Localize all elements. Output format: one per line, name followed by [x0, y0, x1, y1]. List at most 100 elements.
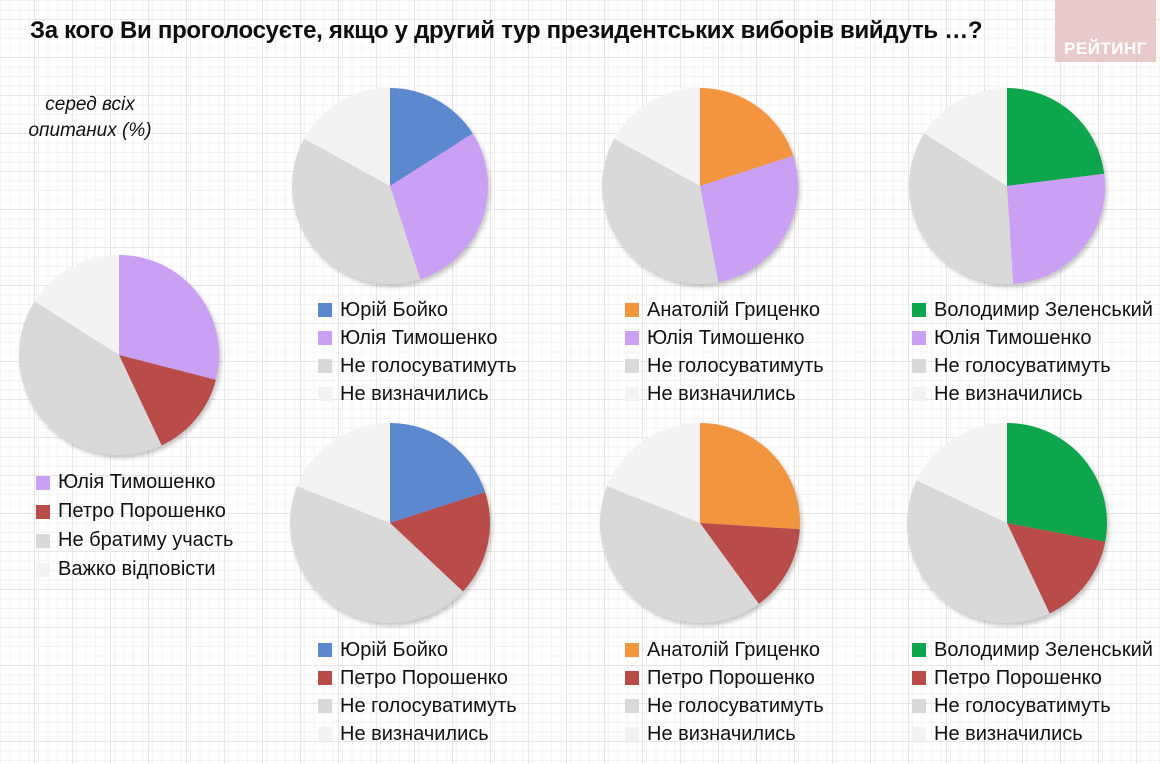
pie-slice	[700, 523, 800, 604]
legend-label: Не голосуватимуть	[934, 354, 1111, 377]
pie-slice	[34, 255, 119, 355]
legend-swatch-icon	[318, 671, 332, 685]
legend-swatch-icon	[36, 504, 50, 519]
pie-slice	[119, 355, 216, 446]
pie-chart-all-respondents	[19, 255, 220, 455]
legend-swatch-icon	[625, 727, 639, 741]
legend-item: Анатолій Гриценко	[625, 296, 824, 324]
legend-swatch-icon	[36, 475, 50, 490]
pie-slice	[907, 480, 1050, 623]
legend-label: Не голосуватимуть	[647, 694, 824, 717]
legend-item: Не визначились	[912, 380, 1153, 408]
legend-boyko-tymoshenko: Юрій Бойко Юлія Тимошенко Не голосуватимут…	[318, 296, 517, 408]
legend-grytsenko-tymoshenko: Анатолій Гриценко Юлія Тимошенко Не голосу…	[625, 296, 824, 408]
legend-item: Юлія Тимошенко	[36, 468, 233, 497]
rating-logo: РЕЙТИНГ	[1055, 0, 1156, 62]
legend-swatch-icon	[36, 562, 50, 577]
legend-swatch-icon	[36, 533, 50, 548]
pie-slice	[289, 486, 463, 624]
legend-label: Не визначились	[647, 382, 796, 405]
legend-swatch-icon	[912, 643, 926, 657]
legend-label: Юлія Тимошенко	[340, 326, 498, 349]
pie-slice	[599, 486, 759, 624]
pie-slice	[292, 138, 421, 284]
pie-chart-grytsenko-tymoshenko	[602, 88, 798, 284]
pie-slice	[909, 133, 1014, 285]
legend-item: Юлія Тимошенко	[318, 324, 517, 352]
legend-item: Не визначились	[912, 720, 1153, 748]
legend-item: Не голосуватимуть	[318, 352, 517, 380]
pie-slice	[602, 138, 719, 284]
legend-item: Юрій Бойко	[318, 636, 517, 664]
legend-item: Анатолій Гриценко	[625, 636, 824, 664]
pie-slice	[700, 155, 798, 283]
legend-zelensky-poroshenko: Володимир Зеленський Петро Порошенко Не го…	[912, 636, 1153, 748]
legend-label: Не визначились	[340, 382, 489, 405]
legend-label: Юлія Тимошенко	[58, 471, 216, 493]
legend-swatch-icon	[912, 359, 926, 373]
legend-label: Петро Порошенко	[647, 666, 815, 689]
legend-label: Петро Порошенко	[340, 666, 508, 689]
legend-label: Юрій Бойко	[340, 638, 449, 661]
legend-swatch-icon	[625, 303, 639, 317]
legend-swatch-icon	[318, 303, 332, 317]
legend-item: Не голосуватимуть	[912, 352, 1153, 380]
legend-item: Важко відповісти	[36, 555, 233, 584]
legend-boyko-poroshenko: Юрій Бойко Петро Порошенко Не голосуватиму…	[318, 636, 517, 748]
legend-item: Не визначились	[625, 380, 824, 408]
legend-label: Юлія Тимошенко	[647, 326, 805, 349]
legend-item: Петро Порошенко	[912, 664, 1153, 692]
legend-item: Не визначились	[625, 720, 824, 748]
legend-swatch-icon	[318, 387, 332, 401]
respondents-note: серед всіх опитаних (%)	[26, 92, 154, 143]
legend-item: Петро Порошенко	[36, 497, 233, 526]
respondents-note-line2: опитаних (%)	[28, 119, 152, 141]
legend-item: Не братиму участь	[36, 526, 233, 555]
pie-slice	[924, 88, 1007, 186]
legend-item: Не голосуватимуть	[318, 692, 517, 720]
legend-label: Анатолій Гриценко	[647, 638, 821, 661]
pie-chart-zelensky-tymoshenko	[909, 88, 1106, 285]
pie-slice	[297, 423, 390, 523]
legend-zelensky-tymoshenko: Володимир Зеленський Юлія Тимошенко Не гол…	[912, 296, 1153, 408]
legend-item: Володимир Зеленський	[912, 636, 1153, 664]
pie-slice	[1007, 173, 1106, 284]
legend-item: Юрій Бойко	[318, 296, 517, 324]
pie-chart-grytsenko-poroshenko	[599, 423, 800, 624]
legend-label: Не визначились	[647, 722, 796, 745]
legend-swatch-icon	[912, 331, 926, 345]
legend-item: Володимир Зеленський	[912, 296, 1153, 324]
legend-swatch-icon	[912, 671, 926, 685]
legend-label: Не голосуватимуть	[647, 354, 824, 377]
pie-slice	[614, 88, 700, 186]
legend-label: Не визначились	[340, 722, 489, 745]
legend-label: Не голосуватимуть	[340, 694, 517, 717]
pie-slice	[119, 255, 220, 380]
legend-item: Петро Порошенко	[318, 664, 517, 692]
pie-slice	[700, 423, 800, 530]
legend-item: Юлія Тимошенко	[912, 324, 1153, 352]
legend-label: Не голосуватимуть	[340, 354, 517, 377]
legend-swatch-icon	[912, 387, 926, 401]
legend-swatch-icon	[318, 331, 332, 345]
legend-swatch-icon	[912, 699, 926, 713]
legend-label: Володимир Зеленський	[934, 298, 1153, 321]
pie-slice	[607, 423, 700, 523]
pie-slice	[19, 301, 162, 455]
legend-swatch-icon	[625, 387, 639, 401]
pie-slice	[916, 423, 1007, 523]
pie-chart-zelensky-poroshenko	[907, 423, 1108, 623]
legend-swatch-icon	[625, 331, 639, 345]
rating-logo-text: РЕЙТИНГ	[1064, 39, 1147, 58]
legend-all-respondents: Юлія Тимошенко Петро Порошенко Не братиму …	[36, 468, 233, 584]
legend-swatch-icon	[625, 359, 639, 373]
pie-slice	[1007, 88, 1105, 186]
pie-slice	[1007, 523, 1106, 614]
legend-label: Петро Порошенко	[58, 500, 226, 522]
legend-item: Не голосуватимуть	[912, 692, 1153, 720]
pie-slice	[390, 423, 486, 523]
legend-swatch-icon	[625, 643, 639, 657]
legend-grytsenko-poroshenko: Анатолій Гриценко Петро Порошенко Не голос…	[625, 636, 824, 748]
legend-item: Не визначились	[318, 720, 517, 748]
